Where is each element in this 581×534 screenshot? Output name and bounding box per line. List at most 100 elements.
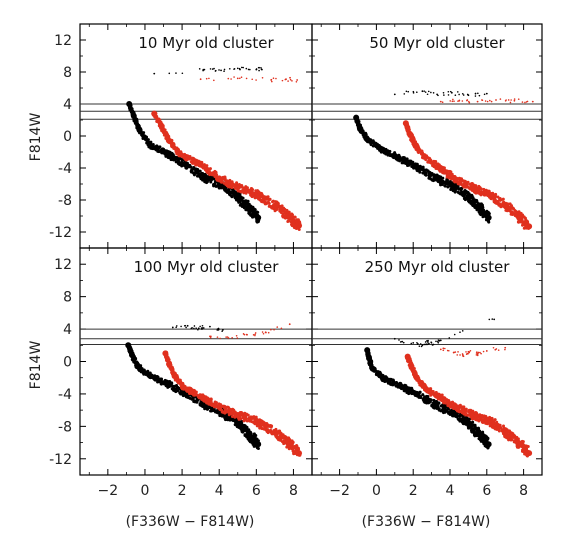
band-point	[251, 434, 255, 438]
band-point	[419, 383, 423, 387]
band-point	[250, 187, 254, 191]
band-point	[169, 142, 173, 146]
band-point	[418, 165, 422, 169]
band-point	[243, 433, 247, 437]
band-point	[411, 389, 415, 393]
band-point	[488, 195, 492, 199]
scatter-point	[513, 98, 516, 100]
scatter-point	[227, 77, 230, 80]
band-point	[257, 422, 261, 426]
band-point	[243, 200, 247, 204]
band-point	[410, 136, 414, 140]
band-point	[415, 168, 419, 172]
x-tick-label: −2	[98, 483, 119, 499]
band-point	[180, 164, 184, 168]
scatter-point	[271, 80, 273, 83]
scatter-point	[223, 68, 226, 71]
scatter-point	[426, 93, 429, 96]
band-point	[256, 189, 260, 193]
scatter-point	[287, 80, 289, 82]
band-point	[172, 143, 176, 147]
band-point	[298, 221, 302, 225]
band-point	[275, 204, 279, 208]
scatter-point	[427, 90, 430, 93]
y-tick-label: -4	[58, 161, 72, 177]
band-point	[145, 140, 149, 144]
band-point	[152, 147, 156, 151]
band-point	[424, 168, 428, 172]
band-point	[150, 373, 154, 377]
band-point	[205, 396, 209, 400]
band-point	[470, 193, 474, 197]
band-point	[165, 136, 169, 140]
scatter-point	[181, 72, 184, 75]
band-point	[440, 180, 444, 184]
band-point	[251, 193, 255, 197]
band-point	[286, 215, 290, 219]
band-point	[421, 171, 425, 175]
band-point	[453, 180, 457, 184]
scatter-point	[208, 77, 210, 80]
x-tick-label: 4	[446, 483, 455, 499]
band-point	[171, 153, 175, 157]
band-point	[471, 196, 475, 200]
band-point	[166, 385, 170, 389]
band-point	[295, 451, 299, 455]
band-point	[219, 183, 223, 187]
band-point	[412, 367, 416, 371]
y-tick-label: 0	[63, 129, 72, 145]
band-point	[141, 134, 145, 138]
y-tick-label: -12	[49, 225, 72, 241]
scatter-point	[289, 78, 292, 81]
y-tick-label: 4	[63, 322, 72, 338]
scatter-point	[510, 99, 512, 101]
band-point	[227, 192, 231, 196]
y-tick-label: -12	[49, 452, 72, 468]
band-point	[170, 157, 174, 161]
band-point	[237, 183, 241, 187]
band-point	[446, 185, 450, 189]
band-point	[463, 179, 467, 183]
band-point	[409, 359, 413, 363]
scatter-point	[424, 91, 427, 93]
band-point	[287, 444, 291, 448]
scatter-point	[270, 328, 272, 331]
scatter-point	[403, 93, 406, 95]
band-point	[289, 216, 293, 220]
band-point	[363, 134, 367, 138]
band-point	[227, 188, 231, 192]
band-point	[499, 205, 503, 209]
band-point	[214, 170, 218, 174]
band-point	[414, 143, 418, 147]
scatter-point	[225, 336, 227, 338]
band-point	[414, 390, 418, 394]
band-point	[477, 184, 481, 188]
scatter-point	[233, 68, 236, 70]
band-point	[466, 180, 470, 184]
band-point	[455, 186, 459, 190]
scatter-point	[252, 334, 255, 336]
panel-50myr: 50 Myr old cluster	[311, 23, 543, 249]
band-point	[230, 415, 234, 419]
band-point	[493, 195, 497, 199]
band-point	[197, 159, 201, 163]
scatter-point	[214, 70, 217, 72]
band-point	[184, 166, 188, 170]
scatter-point	[524, 101, 526, 104]
y-tick-label: -4	[58, 387, 72, 403]
scatter-point	[265, 331, 267, 334]
band-point	[157, 120, 161, 124]
band-point	[239, 195, 243, 199]
x-tick-label: 8	[519, 483, 528, 499]
y-tick-label: 8	[63, 290, 72, 306]
band-point	[436, 401, 440, 405]
scatter-point	[230, 78, 232, 80]
band-point	[403, 157, 407, 161]
band-point	[465, 418, 469, 422]
band-point	[376, 373, 380, 377]
scatter-point	[258, 69, 260, 72]
band-point	[257, 218, 261, 222]
band-point	[501, 197, 505, 201]
band-point	[233, 190, 237, 194]
band-point	[258, 426, 262, 430]
